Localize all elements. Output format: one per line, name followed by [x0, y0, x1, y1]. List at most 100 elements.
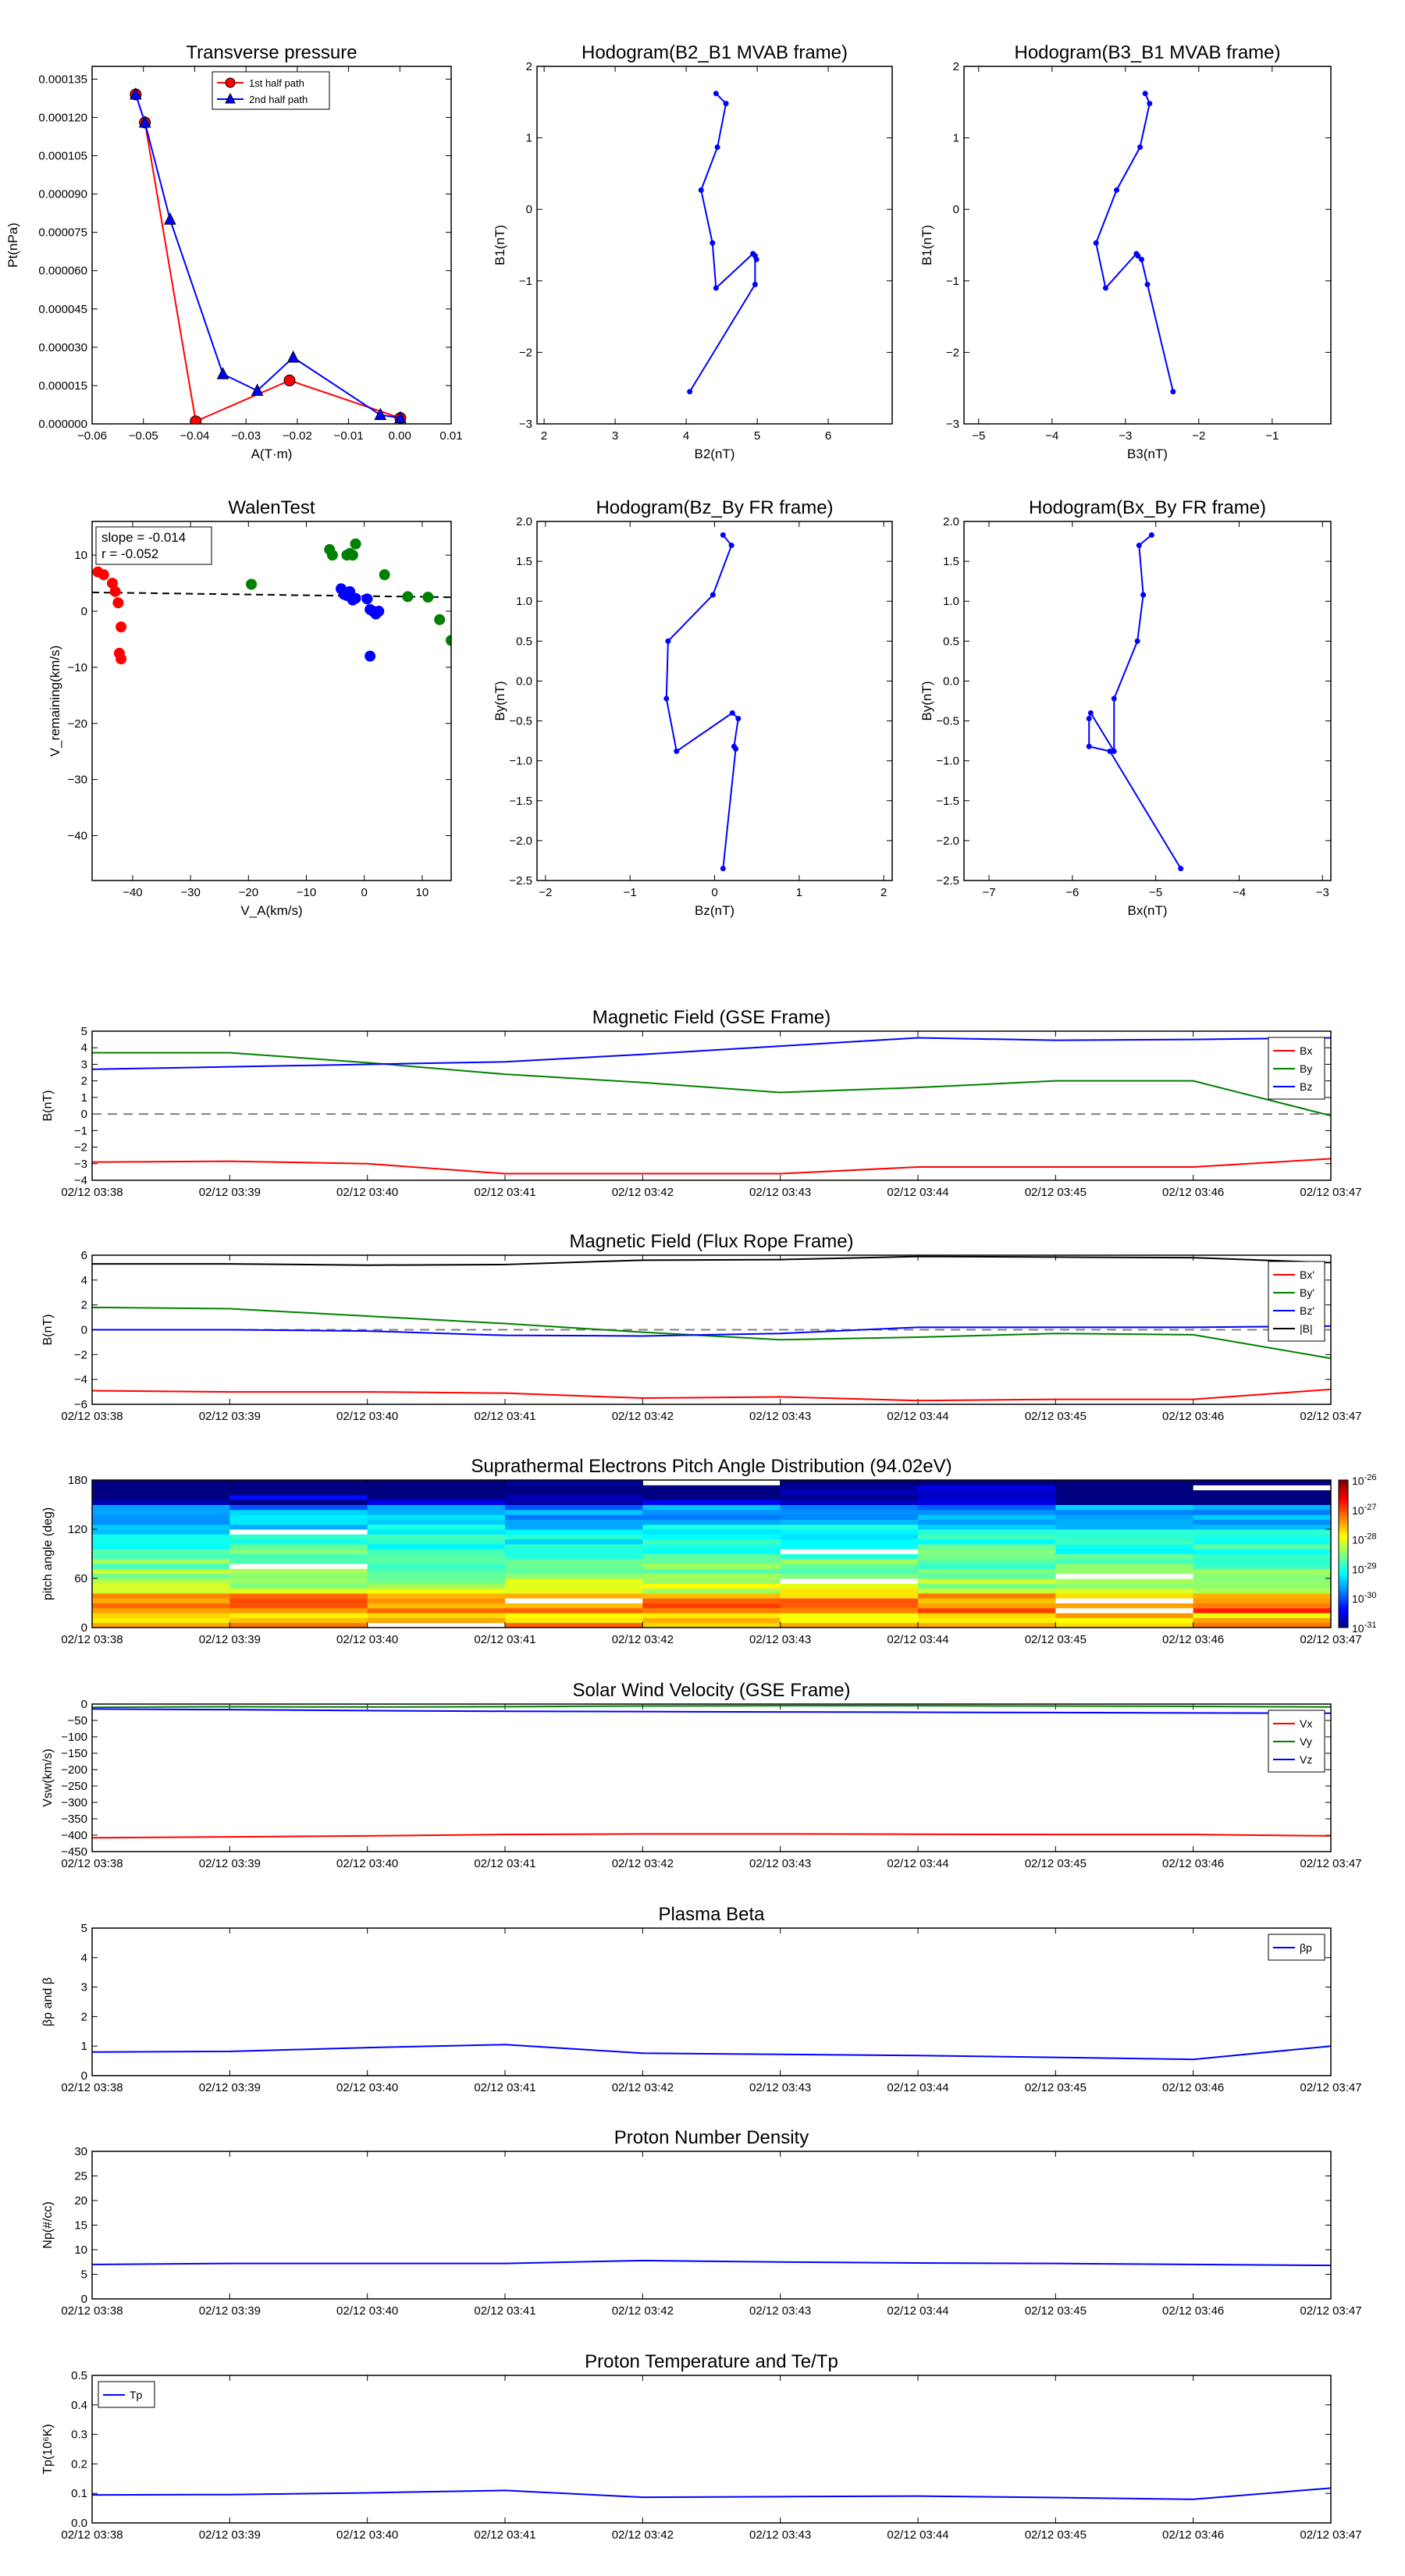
data-point: [710, 592, 716, 598]
x-tick-label: 02/12 03:44: [887, 2528, 948, 2542]
heatmap-cell: [642, 1549, 781, 1554]
x-tick-label: 02/12 03:46: [1162, 1410, 1224, 1423]
x-tick-label: 02/12 03:39: [199, 2528, 261, 2542]
heatmap-cell: [229, 1539, 368, 1545]
heatmap-cell: [229, 1603, 368, 1609]
heatmap-cell: [1193, 1592, 1332, 1599]
y-tick-label: 1: [81, 2040, 87, 2053]
heatmap-cell: [780, 1480, 919, 1485]
y-tick-label: −1: [74, 1124, 87, 1137]
y-tick-label: −1.0: [509, 755, 532, 768]
plot-area: [130, 87, 407, 424]
heatmap-cell: [92, 1534, 230, 1540]
x-tick-label: 5: [754, 429, 760, 443]
legend-label: |B|: [1300, 1322, 1313, 1335]
legend-label: 2nd half path: [249, 94, 308, 105]
data-point: [728, 543, 735, 549]
heatmap-cell: [505, 1578, 643, 1584]
heatmap-cell: [1193, 1519, 1332, 1525]
x-tick-label: 02/12 03:40: [336, 1633, 398, 1646]
y-tick-label: −3: [74, 1158, 87, 1171]
colorbar-cell: [1339, 1560, 1348, 1564]
legend-label: By: [1300, 1062, 1312, 1075]
x-tick-label: 02/12 03:39: [199, 1633, 261, 1646]
y-tick-label: 2: [81, 2010, 87, 2023]
heatmap-cell: [367, 1603, 506, 1609]
y-tick-label: 4: [81, 1041, 87, 1055]
heatmap-cell: [918, 1509, 1056, 1515]
y-axis-label: βp and β: [41, 1977, 55, 2026]
heatmap-cell: [780, 1583, 919, 1589]
data-point: [1148, 532, 1154, 538]
heatmap-cell: [642, 1524, 781, 1530]
heatmap-cell: [367, 1568, 506, 1574]
x-axis-label: B3(nT): [1127, 447, 1168, 461]
data-point: [1114, 187, 1120, 193]
colorbar-label-exp: -29: [1364, 1561, 1377, 1571]
heatmap-cell: [780, 1622, 919, 1628]
colorbar-cell: [1339, 1556, 1348, 1560]
heatmap-cell: [1055, 1480, 1194, 1485]
colorbar-cell: [1339, 1603, 1348, 1606]
heatmap-cell: [780, 1543, 919, 1550]
heatmap-cell: [642, 1588, 781, 1594]
pad-panel: Suprathermal Electrons Pitch Angle Distr…: [41, 1456, 1376, 1646]
heatmap-cell: [918, 1573, 1056, 1579]
data-point: [663, 696, 670, 702]
data-point: [1144, 281, 1151, 287]
colorbar-cell: [1339, 1507, 1348, 1510]
x-tick-label: −0.04: [180, 429, 209, 443]
series-line-2: [91, 1037, 1332, 1070]
heatmap-cell: [1055, 1568, 1194, 1574]
heatmap-cell: [92, 1514, 230, 1520]
y-tick-label: −6: [74, 1398, 87, 1411]
heatmap-cell: [367, 1534, 506, 1540]
heatmap-cell: [780, 1489, 919, 1496]
x-tick-label: −0.02: [283, 429, 312, 443]
np-title: Proton Number Density: [614, 2127, 809, 2148]
heatmap-cell: [918, 1553, 1056, 1560]
data-point: [1136, 543, 1142, 549]
data-point: [361, 593, 373, 605]
heatmap-cell: [505, 1543, 643, 1550]
y-tick-label: 0: [953, 203, 959, 216]
heatmap-cell: [505, 1622, 643, 1628]
y-tick-label: −300: [61, 1796, 87, 1809]
legend-label: Bx': [1300, 1268, 1314, 1281]
x-tick-label: 02/12 03:46: [1162, 2304, 1224, 2318]
series-line-0: [91, 2259, 1332, 2267]
colorbar-cell: [1339, 1546, 1348, 1550]
y-tick-label: −0.5: [509, 715, 532, 728]
heatmap-cell: [642, 1603, 781, 1609]
heatmap-cell: [780, 1617, 919, 1624]
y-tick-label: 3: [81, 1981, 87, 1994]
y-tick-label: 0.000105: [38, 150, 87, 163]
y-tick-label: −20: [68, 717, 87, 731]
x-tick-label: 02/12 03:43: [749, 1186, 811, 1199]
heatmap-cell: [367, 1519, 506, 1525]
data-point: [729, 710, 735, 716]
x-tick-label: 02/12 03:39: [199, 1186, 261, 1199]
data-point: [350, 538, 361, 550]
data-point: [720, 866, 726, 872]
colorbar-label-base: 10: [1352, 1475, 1364, 1487]
y-tick-label: −2.5: [509, 874, 532, 888]
data-point: [1111, 696, 1117, 702]
heatmap-cell: [918, 1524, 1056, 1530]
heatmap-cell: [780, 1509, 919, 1515]
data-point: [1170, 389, 1176, 395]
series-line-0: [688, 93, 758, 393]
series-line-1: [134, 94, 401, 419]
heatmap-cell: [505, 1480, 643, 1485]
data-point: [687, 389, 693, 395]
heatmap-cell: [229, 1524, 368, 1530]
x-tick-label: 02/12 03:41: [474, 1633, 535, 1646]
x-tick-label: 2: [880, 886, 887, 899]
x-tick-label: 02/12 03:45: [1025, 1633, 1087, 1646]
series-line-0: [91, 2044, 1332, 2061]
heatmap-cell: [918, 1500, 1056, 1505]
y-tick-label: 0.5: [71, 2369, 87, 2382]
colorbar-cell: [1339, 1553, 1348, 1557]
heatmap-cell: [780, 1500, 919, 1505]
data-point: [326, 550, 338, 561]
